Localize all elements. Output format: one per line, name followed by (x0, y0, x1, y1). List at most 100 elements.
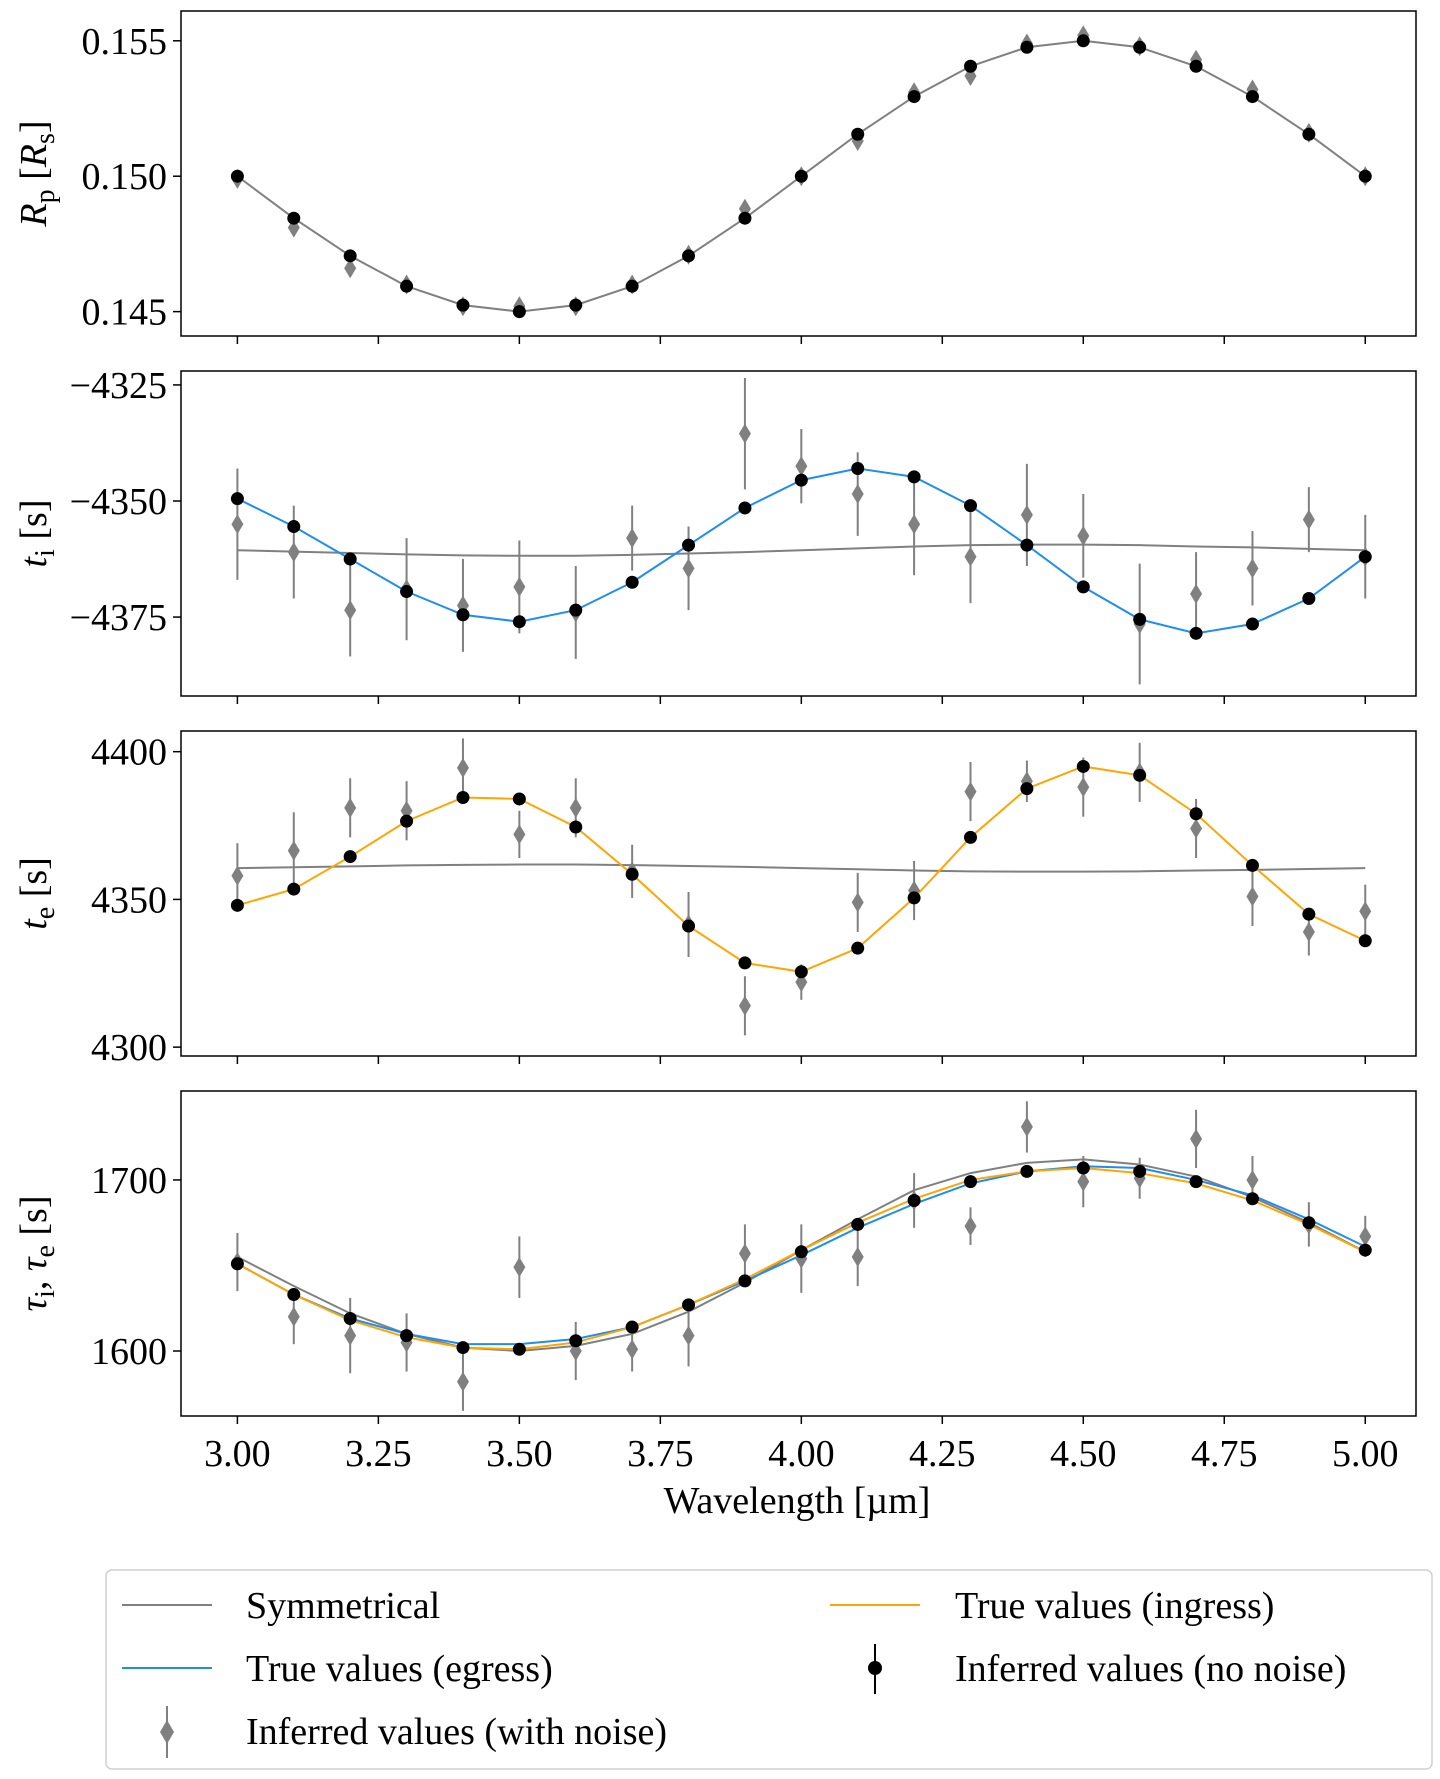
with-noise-point (795, 456, 808, 477)
with-noise-point (231, 514, 244, 535)
y-tick-label: 4350 (91, 879, 167, 921)
legend: Symmetrical True values (egress) Inferre… (105, 1569, 1433, 1770)
with-noise-point (1359, 1226, 1372, 1247)
with-noise-point (964, 781, 977, 802)
no-noise-point (512, 1342, 526, 1356)
no-noise-point (287, 1288, 301, 1302)
with-noise-point (287, 542, 300, 563)
with-noise-point (456, 1371, 469, 1392)
with-noise-point (738, 423, 751, 444)
no-noise-point (1020, 40, 1034, 54)
x-tick-label: 4.50 (1050, 1433, 1117, 1475)
with-noise-point (964, 1216, 977, 1237)
with-noise-point (964, 546, 977, 567)
no-noise-point (1076, 1161, 1090, 1175)
no-noise-point (738, 211, 752, 225)
no-noise-point (230, 1257, 244, 1271)
no-noise-point (851, 462, 865, 475)
no-noise-point (794, 1245, 808, 1259)
no-noise-point (1302, 1216, 1316, 1230)
no-noise-point (1302, 127, 1316, 141)
with-noise-point (513, 824, 526, 845)
no-noise-point (1245, 617, 1259, 631)
x-tick-label: 4.75 (1191, 1433, 1258, 1475)
no-noise-point (512, 305, 526, 319)
no-noise-point (343, 1312, 357, 1325)
no-noise-point (851, 1217, 865, 1231)
x-tick-label: 3.75 (627, 1433, 694, 1475)
y-tick-label: 0.150 (82, 156, 168, 198)
with-noise-point (344, 600, 357, 621)
y-axis-label: ti [s] (13, 500, 61, 568)
with-noise-point (513, 576, 526, 597)
no-noise-point (230, 898, 244, 912)
no-noise-point (738, 956, 752, 970)
y-tick-label: 0.155 (82, 21, 168, 63)
with-noise-point (1359, 901, 1372, 922)
y-tick-label: 4400 (91, 732, 167, 774)
no-noise-point (1189, 807, 1203, 821)
panel-te: 4300 4350 4400 te [s] (13, 730, 1417, 1069)
legend-label-ingress: True values (ingress) (955, 1585, 1274, 1627)
no-noise-point (1302, 592, 1316, 605)
y-tick-label: −4375 (70, 597, 167, 639)
with-noise-point (682, 558, 695, 579)
no-noise-point (1189, 59, 1203, 73)
no-noise-point (625, 575, 639, 589)
no-noise-point (963, 1175, 977, 1189)
plot-frame (180, 1090, 1417, 1417)
panels-group: 0.145 0.150 0.155 Rp [Rs] −4375 −4350 −4325 ti … (13, 10, 1417, 1475)
with-noise-point (1077, 525, 1090, 546)
with-noise-point (1077, 777, 1090, 798)
no-noise-point (287, 211, 301, 225)
panel-tau: 1600 1700 3.00 3.25 3.50 3.75 4.00 4.25 4.50 4.75… (13, 1090, 1417, 1475)
no-noise-point (230, 169, 244, 183)
plot-frame (180, 370, 1417, 697)
no-noise-point (1076, 34, 1090, 48)
no-noise-point (1358, 1243, 1372, 1257)
with-noise-point (851, 484, 864, 505)
with-noise-point (287, 840, 300, 861)
with-noise-point (344, 797, 357, 818)
with-noise-point (1246, 558, 1259, 579)
no-noise-point (625, 1320, 639, 1334)
with-noise-point (287, 1306, 300, 1327)
no-noise-point (400, 1329, 414, 1343)
with-noise-point (626, 1339, 639, 1360)
with-noise-point (1020, 1116, 1033, 1137)
no-noise-point (1133, 40, 1147, 54)
no-noise-point (682, 538, 696, 552)
x-tick-label: 4.25 (909, 1433, 976, 1475)
with-noise-point (456, 757, 469, 778)
y-tick-label: −4350 (70, 481, 167, 523)
no-noise-point (625, 867, 639, 881)
no-noise-point (1245, 858, 1259, 872)
no-noise-point (343, 249, 357, 263)
no-noise-point (569, 1334, 583, 1348)
no-noise-point (851, 941, 865, 955)
no-noise-point (1358, 169, 1372, 183)
no-noise-point (851, 127, 865, 141)
legend-frame (105, 1569, 1433, 1770)
no-noise-point (456, 1341, 470, 1355)
no-noise-point (400, 585, 414, 599)
y-tick-label: −4325 (70, 365, 167, 407)
y-axis-label: te [s] (13, 857, 61, 930)
with-noise-point (569, 797, 582, 818)
legend-label-with-noise: Inferred values (with noise) (246, 1711, 667, 1753)
with-noise-point (908, 514, 921, 535)
no-noise-point (569, 820, 583, 834)
no-noise-point (963, 499, 977, 513)
with-noise-point (1020, 504, 1033, 525)
with-noise-point (1246, 1169, 1259, 1190)
no-noise-point (400, 279, 414, 293)
no-noise-point (456, 790, 470, 804)
x-tick-label: 4.00 (768, 1433, 835, 1475)
x-tick-label: 5.00 (1332, 1433, 1399, 1475)
with-noise-point (738, 1243, 751, 1264)
series-line-symmetrical (237, 863, 1366, 873)
plot-area (230, 1101, 1372, 1411)
no-noise-point (569, 603, 583, 617)
no-noise-point (963, 59, 977, 73)
legend-label-no-noise: Inferred values (no noise) (955, 1648, 1346, 1690)
